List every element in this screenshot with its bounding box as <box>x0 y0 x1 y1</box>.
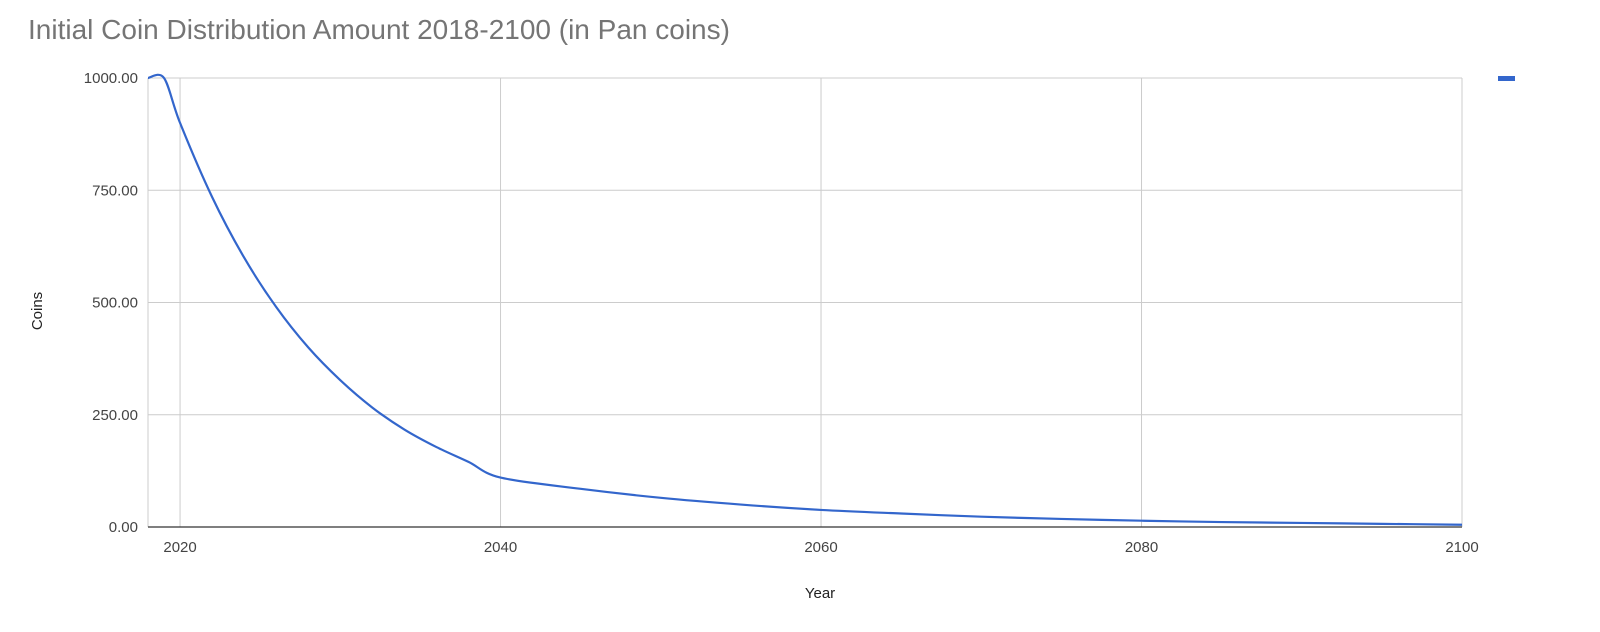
series-layer <box>147 73 1463 526</box>
y-tick-label: 1000.00 <box>84 70 138 87</box>
x-tick-label: 2060 <box>804 539 837 556</box>
x-tick-label: 2080 <box>1125 539 1158 556</box>
y-tick-label: 0.00 <box>109 519 138 536</box>
axes: 0.00 250.00 500.00 750.00 1000.00 2020 2040 206… <box>84 70 1479 556</box>
series-line-0 <box>147 73 1463 526</box>
grid <box>147 77 1463 527</box>
x-tick-label: 2020 <box>163 539 196 556</box>
legend-swatch-0 <box>1498 76 1515 81</box>
y-tick-label: 250.00 <box>92 407 138 424</box>
chart-title: Initial Coin Distribution Amount 2018-21… <box>28 14 730 45</box>
x-tick-label: 2040 <box>484 539 517 556</box>
legend <box>1498 76 1515 81</box>
y-tick-label: 500.00 <box>92 295 138 312</box>
x-axis-title: Year <box>805 585 835 602</box>
y-axis-title: Coins <box>29 292 46 330</box>
y-tick-label: 750.00 <box>92 182 138 199</box>
x-tick-label: 2100 <box>1445 539 1478 556</box>
